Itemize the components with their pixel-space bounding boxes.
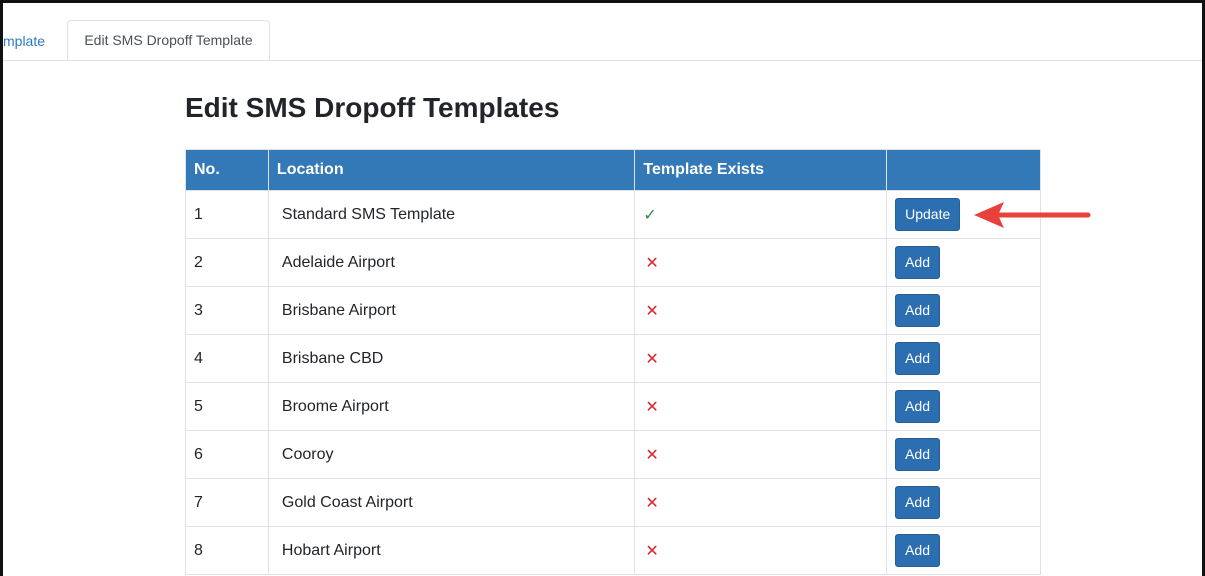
row-location: Brisbane CBD xyxy=(267,334,636,383)
row-template-exists: ✕ xyxy=(634,238,888,287)
add-button[interactable]: Add xyxy=(895,486,941,519)
header-template-exists: Template Exists xyxy=(634,149,888,191)
row-action: Add xyxy=(886,526,1041,575)
add-button[interactable]: Add xyxy=(895,534,941,567)
cross-icon: ✕ xyxy=(645,446,659,464)
row-number: 2 xyxy=(185,238,269,287)
row-template-exists: ✕ xyxy=(634,526,888,575)
row-location: Brisbane Airport xyxy=(267,286,636,335)
row-number: 3 xyxy=(185,286,269,335)
row-action: Add xyxy=(886,382,1041,431)
row-number: 7 xyxy=(185,478,269,527)
row-location: Cooroy xyxy=(267,430,636,479)
tab-bar: mplate Edit SMS Dropoff Template xyxy=(3,3,1202,61)
row-number: 8 xyxy=(185,526,269,575)
check-icon: ✓ xyxy=(643,206,657,224)
row-number: 1 xyxy=(185,190,269,239)
table-row: 8 Hobart Airport ✕ Add xyxy=(185,526,1041,575)
add-button[interactable]: Add xyxy=(895,342,941,375)
row-template-exists: ✕ xyxy=(634,430,888,479)
table-row: 1 Standard SMS Template ✓ Update xyxy=(185,190,1041,239)
row-location: Standard SMS Template xyxy=(267,190,636,239)
row-template-exists: ✓ xyxy=(634,190,888,239)
add-button[interactable]: Add xyxy=(895,246,941,279)
row-action: Add xyxy=(886,430,1041,479)
red-arrow-icon xyxy=(974,202,1091,228)
cross-icon: ✕ xyxy=(645,542,659,560)
row-location: Adelaide Airport xyxy=(267,238,636,287)
table-row: 3 Brisbane Airport ✕ Add xyxy=(185,286,1041,335)
row-template-exists: ✕ xyxy=(634,286,888,335)
header-no: No. xyxy=(185,149,269,191)
cross-icon: ✕ xyxy=(645,398,659,416)
cross-icon: ✕ xyxy=(645,254,659,272)
row-template-exists: ✕ xyxy=(634,382,888,431)
cross-icon: ✕ xyxy=(645,494,659,512)
row-number: 6 xyxy=(185,430,269,479)
templates-table: No. Location Template Exists 1 Standard S… xyxy=(185,149,1041,575)
row-location: Broome Airport xyxy=(267,382,636,431)
row-action: Update xyxy=(886,190,1041,239)
row-template-exists: ✕ xyxy=(634,478,888,527)
add-button[interactable]: Add xyxy=(895,438,941,471)
row-location: Hobart Airport xyxy=(267,526,636,575)
table-row: 7 Gold Coast Airport ✕ Add xyxy=(185,478,1041,527)
add-button[interactable]: Add xyxy=(895,390,941,423)
header-location: Location xyxy=(267,149,636,191)
cross-icon: ✕ xyxy=(645,302,659,320)
update-button[interactable]: Update xyxy=(895,198,961,231)
tab-previous[interactable]: mplate xyxy=(3,33,46,49)
row-action: Add xyxy=(886,286,1041,335)
row-action: Add xyxy=(886,334,1041,383)
row-location: Gold Coast Airport xyxy=(267,478,636,527)
table-header-row: No. Location Template Exists xyxy=(185,149,1041,191)
cross-icon: ✕ xyxy=(645,350,659,368)
row-number: 5 xyxy=(185,382,269,431)
header-action xyxy=(886,149,1041,191)
table-row: 6 Cooroy ✕ Add xyxy=(185,430,1041,479)
row-template-exists: ✕ xyxy=(634,334,888,383)
add-button[interactable]: Add xyxy=(895,294,941,327)
table-row: 4 Brisbane CBD ✕ Add xyxy=(185,334,1041,383)
page-title: Edit SMS Dropoff Templates xyxy=(185,92,560,123)
table-row: 5 Broome Airport ✕ Add xyxy=(185,382,1041,431)
tab-edit-sms-dropoff-template[interactable]: Edit SMS Dropoff Template xyxy=(67,20,270,60)
row-number: 4 xyxy=(185,334,269,383)
row-action: Add xyxy=(886,478,1041,527)
table-row: 2 Adelaide Airport ✕ Add xyxy=(185,238,1041,287)
row-action: Add xyxy=(886,238,1041,287)
